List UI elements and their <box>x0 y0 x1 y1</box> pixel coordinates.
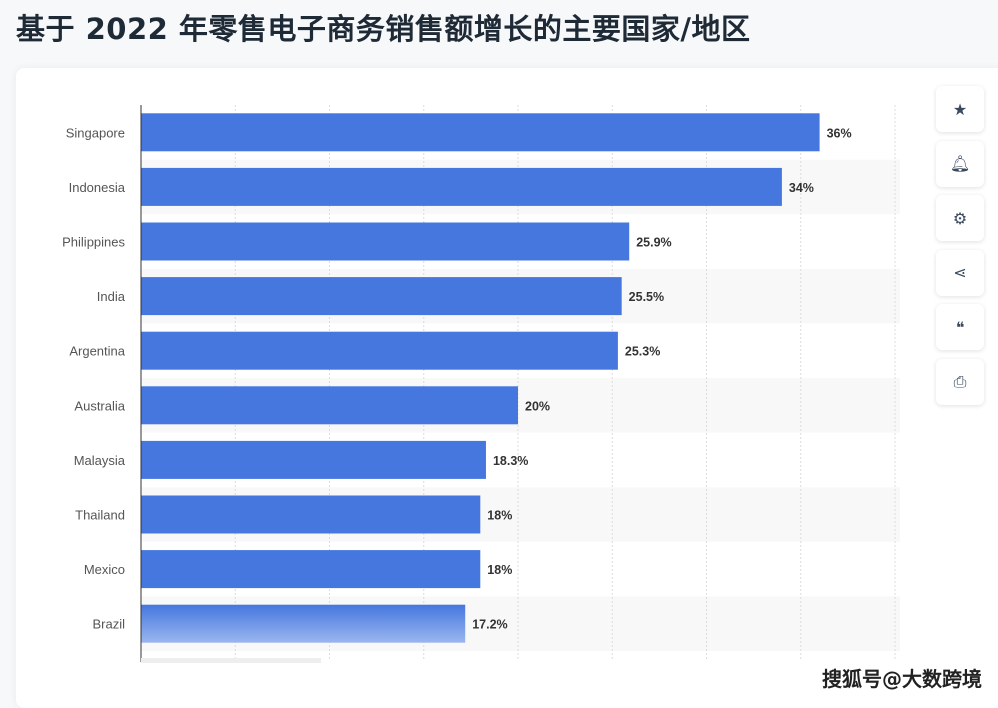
data-label: 25.5% <box>629 290 664 304</box>
watermark: 搜狐号@大数跨境 <box>822 667 982 691</box>
favorite-button[interactable]: ★ <box>936 86 984 132</box>
bar-thailand <box>141 495 481 534</box>
bar-malaysia <box>141 440 486 479</box>
data-label: 20% <box>525 399 550 413</box>
bar-argentina <box>141 331 618 370</box>
bar-mexico <box>141 550 481 589</box>
category-label: Australia <box>74 398 125 413</box>
quote-icon: ❝ <box>955 317 965 337</box>
bar-australia <box>141 386 518 425</box>
category-label: Philippines <box>62 235 125 250</box>
printer-icon: ⎙ <box>953 371 967 391</box>
data-label: 36% <box>827 126 852 140</box>
bar-india <box>141 277 622 316</box>
category-label: Mexico <box>84 562 125 577</box>
star-icon: ★ <box>952 99 968 119</box>
bar-indonesia <box>141 167 782 206</box>
notification-button[interactable]: 🔔︎ <box>936 140 984 187</box>
cite-button[interactable]: ❝ <box>936 304 984 350</box>
category-label: Indonesia <box>69 180 126 195</box>
category-label: Malaysia <box>74 453 126 468</box>
print-button[interactable]: ⎙ <box>936 358 984 405</box>
category-label: India <box>97 289 126 304</box>
data-label: 18% <box>487 509 512 523</box>
data-label: 25.9% <box>636 236 671 250</box>
bar-brazil <box>141 604 466 643</box>
share-icon: ⋖ <box>953 263 967 282</box>
data-label: 25.3% <box>625 345 660 359</box>
settings-button[interactable]: ⚙ <box>936 195 984 241</box>
category-label: Singapore <box>66 125 125 140</box>
share-button[interactable]: ⋖ <box>936 249 984 296</box>
bar-singapore <box>141 113 820 152</box>
gear-icon: ⚙ <box>952 208 968 228</box>
data-label: 18.3% <box>493 454 528 468</box>
bar-philippines <box>141 222 630 261</box>
page-title: 基于 2022 年零售电子商务销售额增长的主要国家/地区 <box>16 12 751 46</box>
data-label: 34% <box>789 181 814 195</box>
category-label: Brazil <box>92 617 125 632</box>
bell-icon: 🔔︎ <box>949 154 971 173</box>
data-label: 17.2% <box>472 618 507 632</box>
category-label: Thailand <box>75 508 125 523</box>
category-label: Argentina <box>69 344 125 359</box>
horizontal-scrollbar <box>141 658 321 663</box>
data-label: 18% <box>487 563 512 577</box>
